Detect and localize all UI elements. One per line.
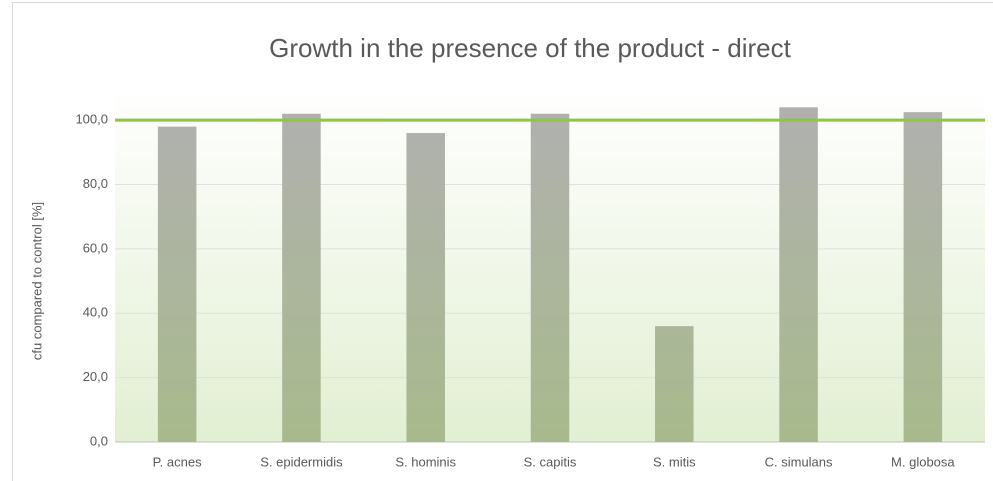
x-tick-label: M. globosa (891, 454, 955, 469)
x-tick-label: S. capitis (524, 454, 577, 469)
y-tick-label: 100,0 (75, 112, 108, 127)
x-tick-label: C. simulans (765, 454, 833, 469)
y-axis-label: cfu compared to control [%] (29, 202, 44, 360)
y-tick-label: 20,0 (83, 369, 108, 384)
x-tick-label: S. hominis (395, 454, 456, 469)
y-tick-label: 60,0 (83, 240, 108, 255)
x-tick-label: P. acnes (153, 454, 202, 469)
x-tick-label: S. mitis (653, 454, 696, 469)
bar (903, 112, 943, 443)
x-tick-label: S. epidermidis (260, 454, 343, 469)
chart-title: Growth in the presence of the product - … (269, 33, 791, 63)
bar (406, 133, 445, 442)
bar (655, 326, 694, 442)
y-tick-label: 80,0 (83, 176, 108, 191)
y-tick-label: 0,0 (90, 433, 108, 448)
y-tick-label: 40,0 (83, 305, 108, 320)
bar (282, 113, 321, 442)
bar (779, 107, 818, 443)
bar (530, 113, 570, 442)
bar (157, 126, 197, 443)
